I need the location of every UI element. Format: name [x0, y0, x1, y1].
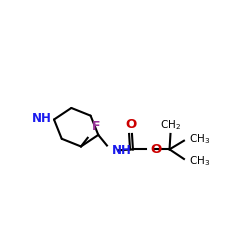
Text: O: O	[126, 118, 137, 131]
Text: CH$_3$: CH$_3$	[189, 154, 210, 168]
Text: CH$_3$: CH$_3$	[189, 132, 210, 146]
Text: NH: NH	[112, 144, 132, 157]
Text: O: O	[150, 143, 162, 156]
Text: F: F	[92, 120, 100, 133]
Text: CH$_2$: CH$_2$	[160, 118, 181, 132]
Text: NH: NH	[32, 112, 52, 125]
